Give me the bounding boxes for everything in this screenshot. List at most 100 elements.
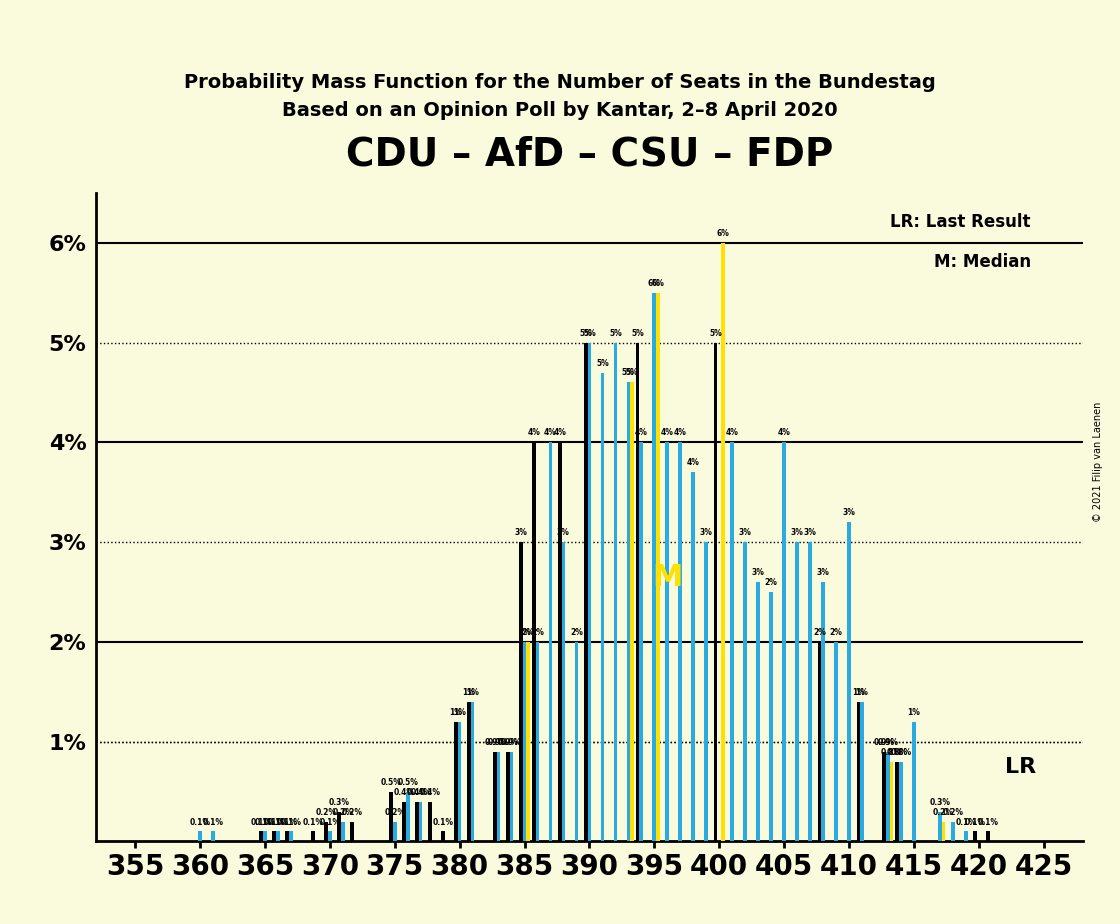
Bar: [584, 343, 588, 842]
Text: 0.1%: 0.1%: [277, 818, 298, 826]
Text: 5%: 5%: [632, 329, 644, 337]
Text: 3%: 3%: [842, 508, 856, 517]
Bar: [337, 811, 340, 842]
Text: 0.9%: 0.9%: [497, 737, 519, 747]
Bar: [860, 702, 864, 842]
Text: 0.9%: 0.9%: [485, 737, 505, 747]
Text: 2%: 2%: [830, 628, 842, 637]
Text: LR: LR: [1005, 757, 1036, 777]
Bar: [470, 702, 475, 842]
Bar: [575, 642, 578, 842]
Text: 0.4%: 0.4%: [420, 787, 440, 796]
Text: 4%: 4%: [528, 429, 540, 437]
Text: 0.3%: 0.3%: [328, 797, 349, 807]
Text: 0.2%: 0.2%: [384, 808, 405, 817]
Bar: [795, 542, 799, 842]
Text: 1%: 1%: [463, 687, 475, 697]
Text: 2%: 2%: [570, 628, 582, 637]
Bar: [626, 383, 631, 842]
Bar: [405, 792, 410, 842]
Text: Probability Mass Function for the Number of Seats in the Bundestag: Probability Mass Function for the Number…: [184, 73, 936, 91]
Text: 0.9%: 0.9%: [877, 737, 898, 747]
Bar: [769, 592, 773, 842]
Bar: [441, 832, 445, 842]
Text: 3%: 3%: [816, 568, 830, 578]
Text: 5%: 5%: [626, 369, 638, 378]
Bar: [506, 751, 510, 842]
Text: 0.9%: 0.9%: [488, 737, 510, 747]
Text: 0.2%: 0.2%: [333, 808, 353, 817]
Bar: [212, 832, 215, 842]
Text: 0.8%: 0.8%: [887, 748, 908, 757]
Bar: [818, 642, 821, 842]
Bar: [588, 343, 591, 842]
Text: 1%: 1%: [466, 687, 479, 697]
Text: 5%: 5%: [622, 369, 635, 378]
Bar: [704, 542, 708, 842]
Bar: [679, 443, 682, 842]
Bar: [899, 761, 903, 842]
Bar: [821, 582, 824, 842]
Bar: [454, 722, 458, 842]
Bar: [600, 372, 604, 842]
Bar: [942, 821, 945, 842]
Bar: [782, 443, 786, 842]
Bar: [351, 821, 354, 842]
Bar: [886, 751, 889, 842]
Bar: [311, 832, 315, 842]
Bar: [730, 443, 734, 842]
Title: CDU – AfD – CSU – FDP: CDU – AfD – CSU – FDP: [346, 135, 833, 173]
Text: 0.8%: 0.8%: [881, 748, 902, 757]
Bar: [756, 582, 760, 842]
Text: 2%: 2%: [531, 628, 544, 637]
Text: 0.1%: 0.1%: [302, 818, 324, 826]
Text: 0.4%: 0.4%: [410, 787, 431, 796]
Text: 3%: 3%: [700, 529, 712, 537]
Text: 3%: 3%: [791, 529, 803, 537]
Text: 0.1%: 0.1%: [189, 818, 211, 826]
Text: 3%: 3%: [752, 568, 765, 578]
Text: 0.8%: 0.8%: [890, 748, 912, 757]
Bar: [416, 801, 419, 842]
Bar: [691, 472, 696, 842]
Text: 0.2%: 0.2%: [942, 808, 963, 817]
Text: 5%: 5%: [596, 359, 609, 368]
Text: 0.1%: 0.1%: [955, 818, 977, 826]
Bar: [286, 832, 289, 842]
Bar: [198, 832, 202, 842]
Bar: [809, 542, 812, 842]
Text: 2%: 2%: [765, 578, 777, 587]
Text: 0.1%: 0.1%: [964, 818, 986, 826]
Text: 0.1%: 0.1%: [280, 818, 301, 826]
Text: 5%: 5%: [609, 329, 622, 337]
Bar: [939, 811, 942, 842]
Bar: [325, 821, 328, 842]
Bar: [458, 722, 461, 842]
Bar: [519, 542, 523, 842]
Bar: [951, 821, 954, 842]
Bar: [277, 832, 280, 842]
Bar: [656, 293, 660, 842]
Text: 0.2%: 0.2%: [342, 808, 363, 817]
Text: 3%: 3%: [557, 529, 570, 537]
Bar: [631, 383, 634, 842]
Bar: [834, 642, 838, 842]
Bar: [653, 293, 656, 842]
Text: 1%: 1%: [907, 708, 921, 717]
Text: © 2021 Filip van Laenen: © 2021 Filip van Laenen: [1093, 402, 1103, 522]
Bar: [665, 443, 669, 842]
Bar: [467, 702, 470, 842]
Bar: [510, 751, 513, 842]
Bar: [549, 443, 552, 842]
Bar: [340, 821, 345, 842]
Bar: [523, 642, 526, 842]
Text: 5%: 5%: [579, 329, 592, 337]
Text: 6%: 6%: [647, 279, 661, 287]
Text: 6%: 6%: [717, 229, 729, 237]
Text: 3%: 3%: [514, 529, 528, 537]
Text: 2%: 2%: [813, 628, 825, 637]
Bar: [390, 792, 393, 842]
Text: 0.9%: 0.9%: [501, 737, 522, 747]
Text: 3%: 3%: [804, 529, 816, 537]
Bar: [263, 832, 267, 842]
